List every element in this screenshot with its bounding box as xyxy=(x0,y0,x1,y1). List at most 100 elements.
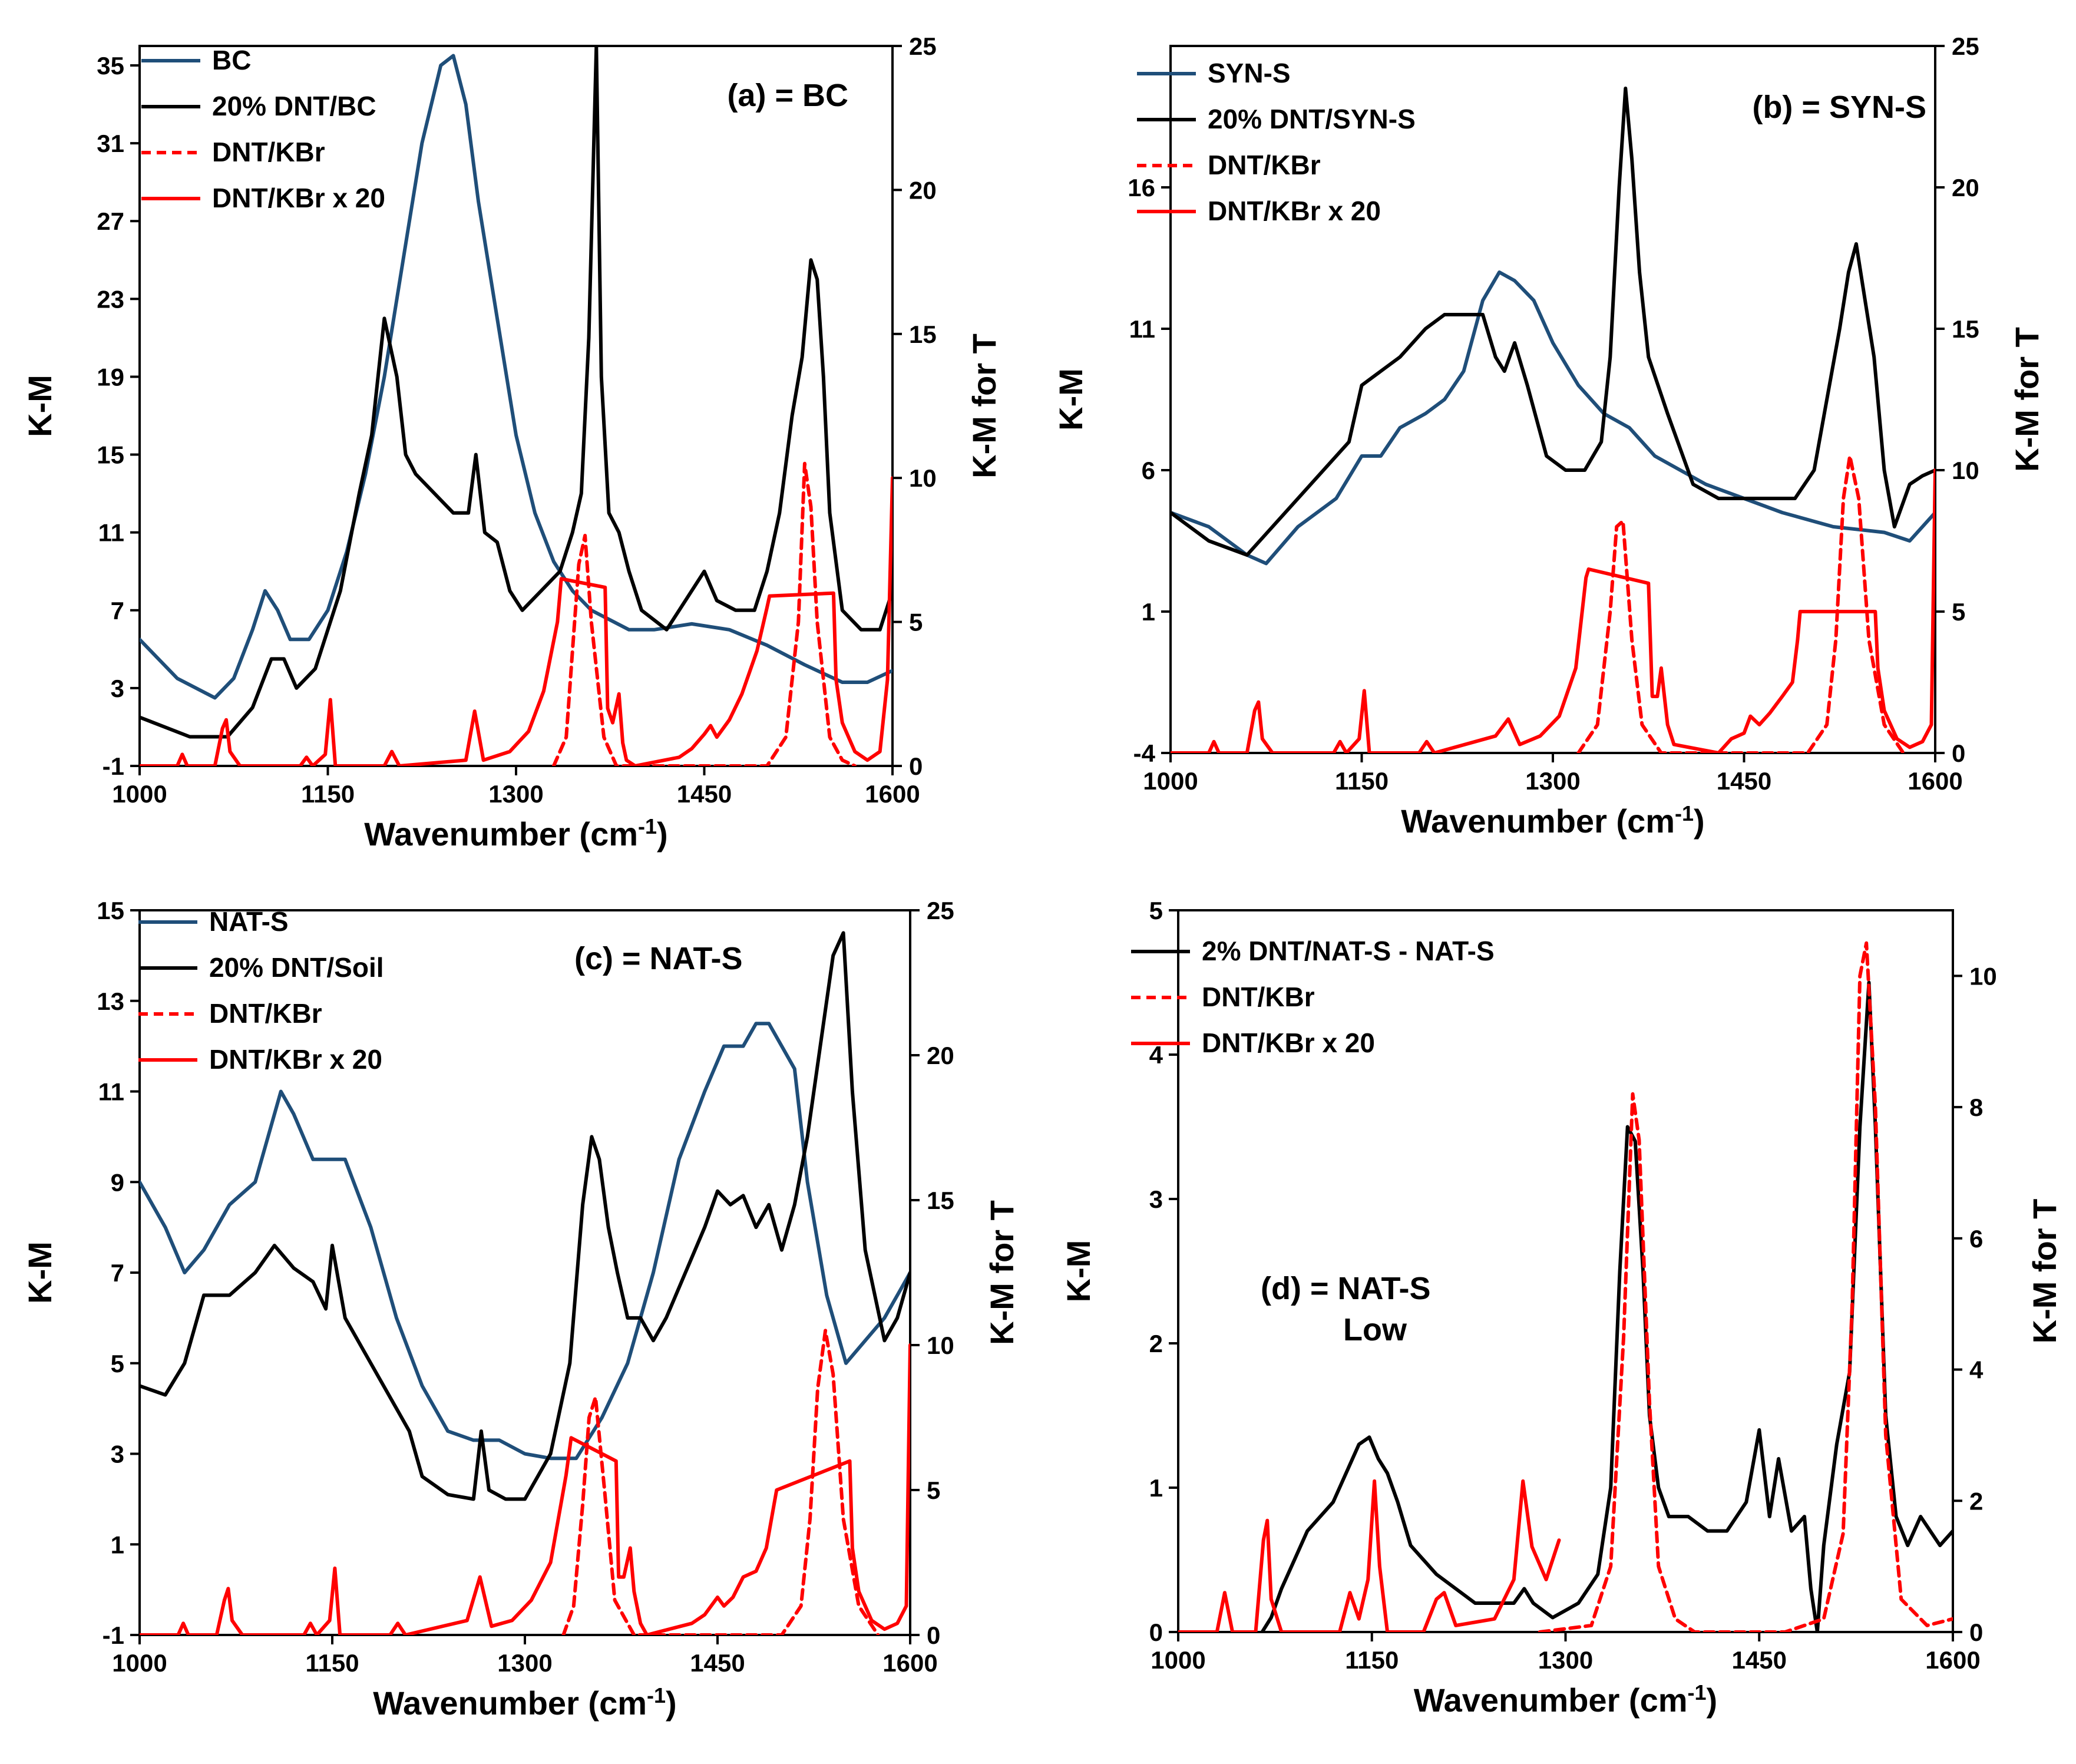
legend-label: DNT/KBr x 20 xyxy=(212,183,385,213)
x-tick-label: 1300 xyxy=(1538,1646,1593,1674)
series-line-1 xyxy=(140,1022,910,1461)
panel-title: (b) = SYN-S xyxy=(1752,90,1926,125)
legend-label: DNT/KBr xyxy=(209,998,322,1029)
series-group xyxy=(1171,87,1935,753)
series-line-3 xyxy=(1178,1479,1561,1632)
y2-tick-label: 2 xyxy=(1969,1487,1983,1515)
legend-label: 20% DNT/BC xyxy=(212,91,376,121)
y-tick-label: 35 xyxy=(97,52,124,80)
legend-label: 20% DNT/Soil xyxy=(209,952,384,983)
series-line-4 xyxy=(140,476,892,766)
y2-tick-label: 15 xyxy=(1952,315,1979,343)
y-tick-label: 7 xyxy=(111,1259,124,1287)
x-tick-label: 1000 xyxy=(112,1649,167,1677)
y-tick-label: 19 xyxy=(97,363,124,391)
y2-axis-title: K-M for T xyxy=(983,1200,1020,1345)
y-axis-title: K-M xyxy=(1052,368,1089,431)
panel-title: (c) = NAT-S xyxy=(574,941,743,976)
y-tick-label: 9 xyxy=(111,1168,124,1196)
series-line-3 xyxy=(561,1329,880,1635)
panel-title-line2: Low xyxy=(1343,1312,1407,1347)
series-line-1 xyxy=(1171,270,1935,566)
legend-label: DNT/KBr x 20 xyxy=(209,1044,382,1075)
legend: NAT-S 20% DNT/Soil DNT/KBr DNT/KBr x 20 xyxy=(138,906,384,1075)
y2-tick-label: 10 xyxy=(1952,457,1979,484)
y-tick-label: 3 xyxy=(1149,1185,1163,1213)
y2-tick-label: 25 xyxy=(927,897,954,924)
y-tick-label: -1 xyxy=(103,752,124,780)
y-tick-label: 16 xyxy=(1128,174,1155,201)
y-axis-title: K-M xyxy=(21,375,58,437)
y-tick-label: 0 xyxy=(1149,1618,1163,1646)
x-tick-label: 1300 xyxy=(488,780,543,808)
y-tick-label: 1 xyxy=(1149,1474,1163,1502)
y-tick-label: -1 xyxy=(103,1621,124,1649)
y-tick-label: 15 xyxy=(97,897,124,924)
y2-axis-title: K-M for T xyxy=(966,333,1003,478)
x-tick-label: 1300 xyxy=(1525,767,1580,795)
panel-title: (d) = NAT-S xyxy=(1261,1271,1430,1306)
y-tick-label: 7 xyxy=(111,597,124,625)
legend-label: 2% DNT/NAT-S - NAT-S xyxy=(1202,936,1495,966)
chart-panel-a: 1000 1150 1300 1450 1600 -1 3 7 11 15 19 23 27 31 35 0 5… xyxy=(21,32,1003,853)
y2-tick-label: 0 xyxy=(909,752,923,780)
x-tick-label: 1450 xyxy=(677,780,732,808)
x-tick-label: 1600 xyxy=(1925,1646,1980,1674)
panel-title: (a) = BC xyxy=(727,78,848,113)
x-tick-label: 1300 xyxy=(497,1649,552,1677)
y2-tick-label: 6 xyxy=(1969,1225,1983,1253)
y-tick-label: 6 xyxy=(1142,457,1155,484)
y-tick-label: 11 xyxy=(98,1078,124,1106)
y-tick-label: 2 xyxy=(1149,1330,1163,1357)
y-tick-label: 3 xyxy=(111,1441,124,1468)
series-group xyxy=(140,46,892,766)
series-line-4 xyxy=(1171,468,1935,753)
x-tick-label: 1600 xyxy=(882,1649,937,1677)
series-line-2 xyxy=(140,931,910,1501)
legend: BC 20% DNT/BC DNT/KBr DNT/KBr x 20 xyxy=(141,45,385,213)
y2-tick-label: 5 xyxy=(909,609,923,636)
y-tick-label: 4 xyxy=(1149,1041,1163,1069)
y2-tick-label: 25 xyxy=(1952,32,1979,60)
y-tick-label: 13 xyxy=(97,987,124,1015)
y-tick-label: 23 xyxy=(97,285,124,313)
y2-axis-title: K-M for T xyxy=(2008,327,2045,472)
legend-label: DNT/KBr xyxy=(1208,150,1321,180)
y2-tick-label: 0 xyxy=(927,1621,940,1649)
y-tick-label: 5 xyxy=(1149,897,1163,924)
y-tick-label: 11 xyxy=(1129,315,1155,343)
y2-tick-label: 10 xyxy=(927,1332,954,1359)
x-tick-label: 1000 xyxy=(1151,1646,1205,1674)
legend-label: 20% DNT/SYN-S xyxy=(1208,104,1416,134)
legend-label: SYN-S xyxy=(1208,58,1291,88)
y2-tick-label: 5 xyxy=(927,1476,940,1504)
y-tick-label: 11 xyxy=(98,519,124,547)
x-tick-label: 1150 xyxy=(301,780,355,808)
y-tick-label: 3 xyxy=(111,675,124,702)
series-line-2 xyxy=(140,46,892,739)
x-axis-title: Wavenumber (cm-1) xyxy=(1401,801,1704,840)
y-tick-label: 27 xyxy=(97,207,124,235)
x-tick-label: 1450 xyxy=(1717,767,1771,795)
legend-label: NAT-S xyxy=(209,906,289,937)
x-axis-title: Wavenumber (cm-1) xyxy=(373,1683,676,1722)
y2-tick-label: 10 xyxy=(909,464,937,492)
legend-label: DNT/KBr xyxy=(212,137,325,167)
y2-tick-label: 0 xyxy=(1969,1618,1983,1646)
chart-panel-c: 1000 1150 1300 1450 1600-1135791113150510152… xyxy=(21,897,1020,1722)
series-line-3 xyxy=(551,461,857,766)
y-tick-label: -4 xyxy=(1133,739,1156,767)
series-line-2 xyxy=(1538,941,1953,1632)
y-tick-label: 31 xyxy=(97,130,124,157)
series-line-1 xyxy=(140,54,892,700)
y2-tick-label: 0 xyxy=(1952,739,1965,767)
series-line-1 xyxy=(1260,980,1953,1632)
y2-tick-label: 15 xyxy=(927,1187,954,1214)
legend: 2% DNT/NAT-S - NAT-S DNT/KBr DNT/KBr x 20 xyxy=(1131,936,1495,1058)
y-tick-label: 5 xyxy=(111,1350,124,1377)
series-line-2 xyxy=(1171,87,1935,557)
legend-label: DNT/KBr x 20 xyxy=(1202,1028,1375,1058)
x-axis-title: Wavenumber (cm-1) xyxy=(364,814,667,853)
chart-panel-b: 1000 1150 1300 1450 1600-41611160510152025Wa… xyxy=(1052,32,2045,840)
